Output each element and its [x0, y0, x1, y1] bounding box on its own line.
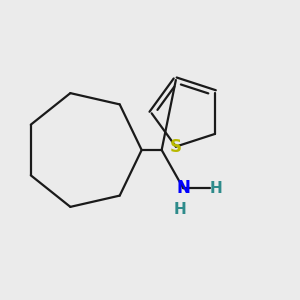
Text: S: S	[170, 138, 182, 156]
Text: H: H	[174, 202, 186, 217]
Text: N: N	[176, 179, 190, 197]
Text: H: H	[210, 181, 222, 196]
